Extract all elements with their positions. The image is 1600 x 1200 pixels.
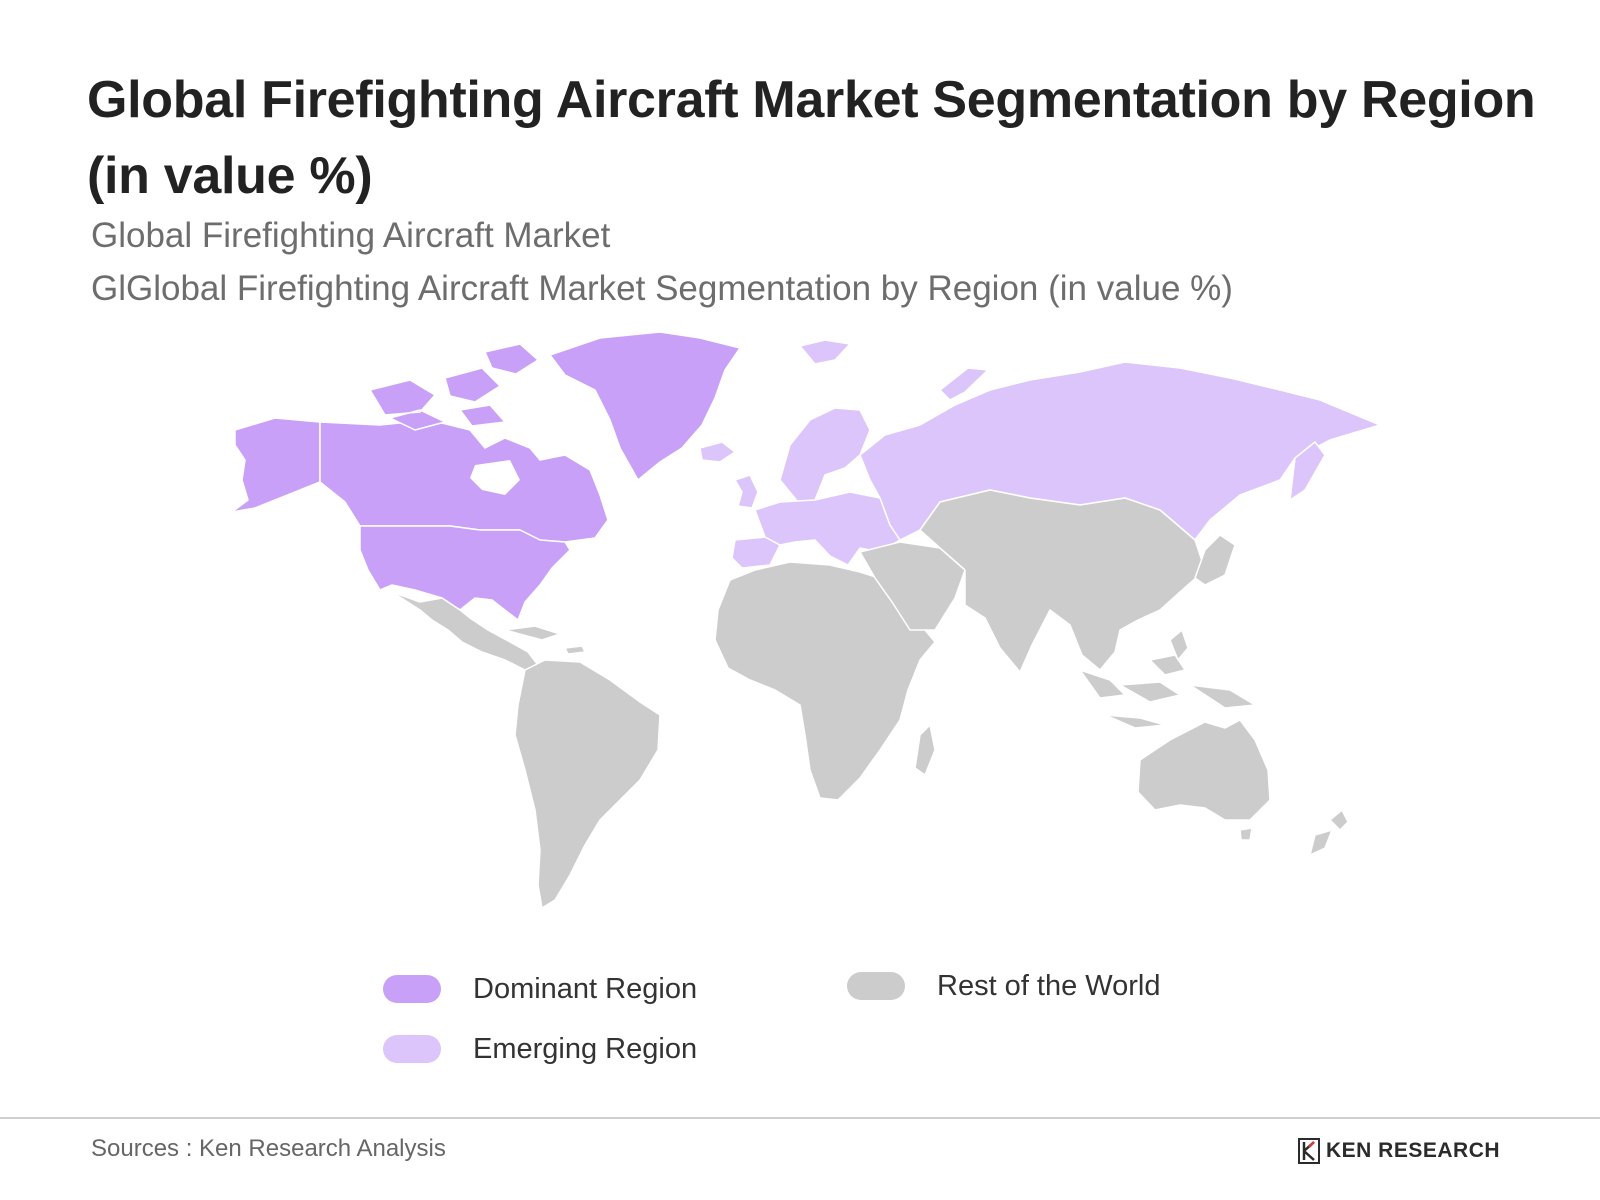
- region-uk: [734, 474, 759, 509]
- legend-emerging: Emerging Region: [383, 1029, 697, 1069]
- region-hudson-bay: [470, 460, 520, 495]
- legend-swatch-dominant: [383, 975, 441, 1003]
- region-svalbard: [799, 339, 851, 365]
- region-iceland: [699, 441, 736, 463]
- region-scandinavia: [779, 407, 871, 503]
- region-usa: [359, 525, 571, 621]
- region-japan: [1194, 534, 1236, 586]
- ken-research-logo: KEN RESEARCH: [1298, 1136, 1500, 1166]
- ken-research-logo-icon: [1298, 1138, 1320, 1164]
- region-africa: [714, 561, 936, 801]
- legend-rest: Rest of the World: [847, 966, 1161, 1006]
- region-tasmania: [1239, 827, 1253, 841]
- region-australia: [1137, 719, 1271, 821]
- region-novaya-zemlya: [939, 367, 989, 401]
- legend-dominant: Dominant Region: [383, 969, 697, 1009]
- legend-swatch-rest: [847, 972, 905, 1000]
- footer-divider: [0, 1117, 1600, 1119]
- region-middle-east: [859, 541, 966, 631]
- region-greenland: [549, 331, 741, 481]
- region-southeast-asia-islands: [1079, 629, 1256, 729]
- subtitle-segmentation: GlGlobal Firefighting Aircraft Market Se…: [91, 269, 1233, 308]
- chart-title: Global Firefighting Aircraft Market Segm…: [87, 71, 1536, 205]
- source-note: Sources : Ken Research Analysis: [91, 1135, 446, 1162]
- region-alaska: [231, 417, 321, 513]
- region-arctic-islands: [369, 343, 539, 431]
- region-new-zealand: [1309, 809, 1349, 856]
- region-caribbean: [504, 625, 586, 655]
- world-map: [231, 331, 1381, 909]
- region-canada: [319, 419, 609, 543]
- legend-label-dominant: Dominant Region: [473, 972, 698, 1005]
- region-south-america: [514, 659, 661, 909]
- legend-label-rest: Rest of the World: [937, 969, 1161, 1002]
- subtitle-market: Global Firefighting Aircraft Market: [91, 216, 611, 255]
- ken-research-logo-text: KEN RESEARCH: [1326, 1139, 1501, 1162]
- region-asia: [919, 489, 1206, 673]
- region-madagascar: [914, 724, 936, 776]
- legend-label-emerging: Emerging Region: [473, 1032, 698, 1065]
- legend-swatch-emerging: [383, 1035, 441, 1063]
- region-kamchatka: [1289, 441, 1326, 501]
